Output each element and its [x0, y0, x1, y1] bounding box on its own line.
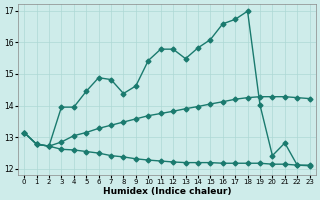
X-axis label: Humidex (Indice chaleur): Humidex (Indice chaleur): [103, 187, 231, 196]
